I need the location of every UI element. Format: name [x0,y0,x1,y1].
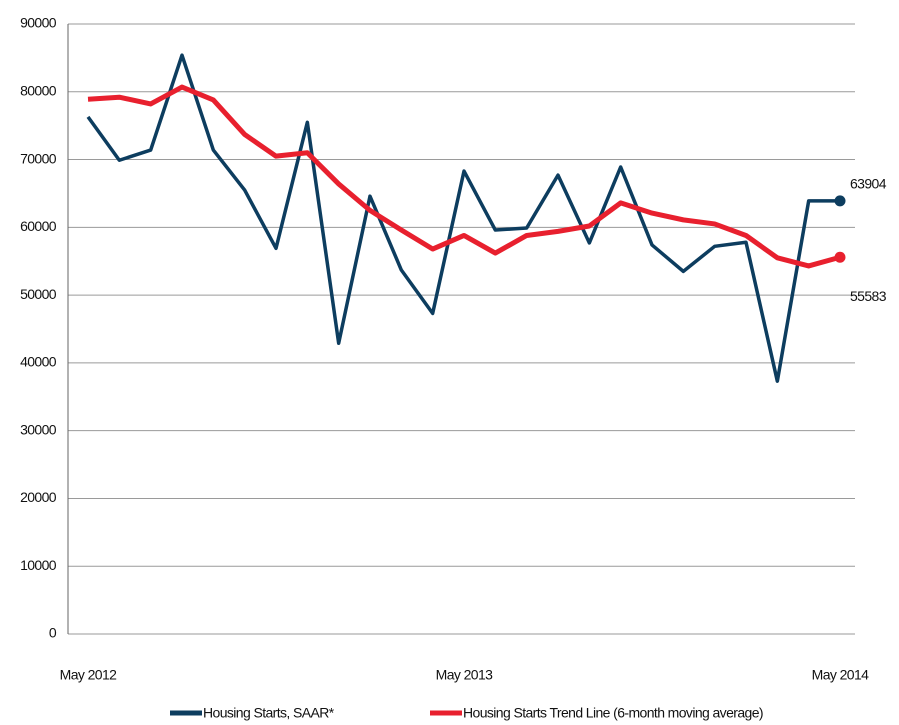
y-tick-label: 0 [49,625,57,641]
y-tick-label: 40000 [20,354,57,370]
legend-label: Housing Starts, SAAR* [203,705,335,721]
legend-label: Housing Starts Trend Line (6-month movin… [463,705,763,721]
y-tick-label: 30000 [20,421,57,437]
x-tick-label: May 2012 [60,667,117,683]
y-tick-label: 70000 [20,150,57,166]
x-tick-label: May 2013 [436,667,493,683]
y-tick-label: 50000 [20,286,57,302]
series-line [87,84,841,269]
x-tick-label: May 2014 [812,667,869,683]
end-value-label: 63904 [850,176,887,192]
y-tick-label: 80000 [20,82,57,98]
end-marker [834,251,846,263]
y-tick-label: 90000 [20,15,57,31]
end-value-label: 55583 [850,288,887,304]
end-marker [834,195,846,207]
y-tick-label: 20000 [20,489,57,505]
series-line [86,53,841,383]
y-tick-label: 10000 [20,557,57,573]
y-tick-label: 60000 [20,218,57,234]
